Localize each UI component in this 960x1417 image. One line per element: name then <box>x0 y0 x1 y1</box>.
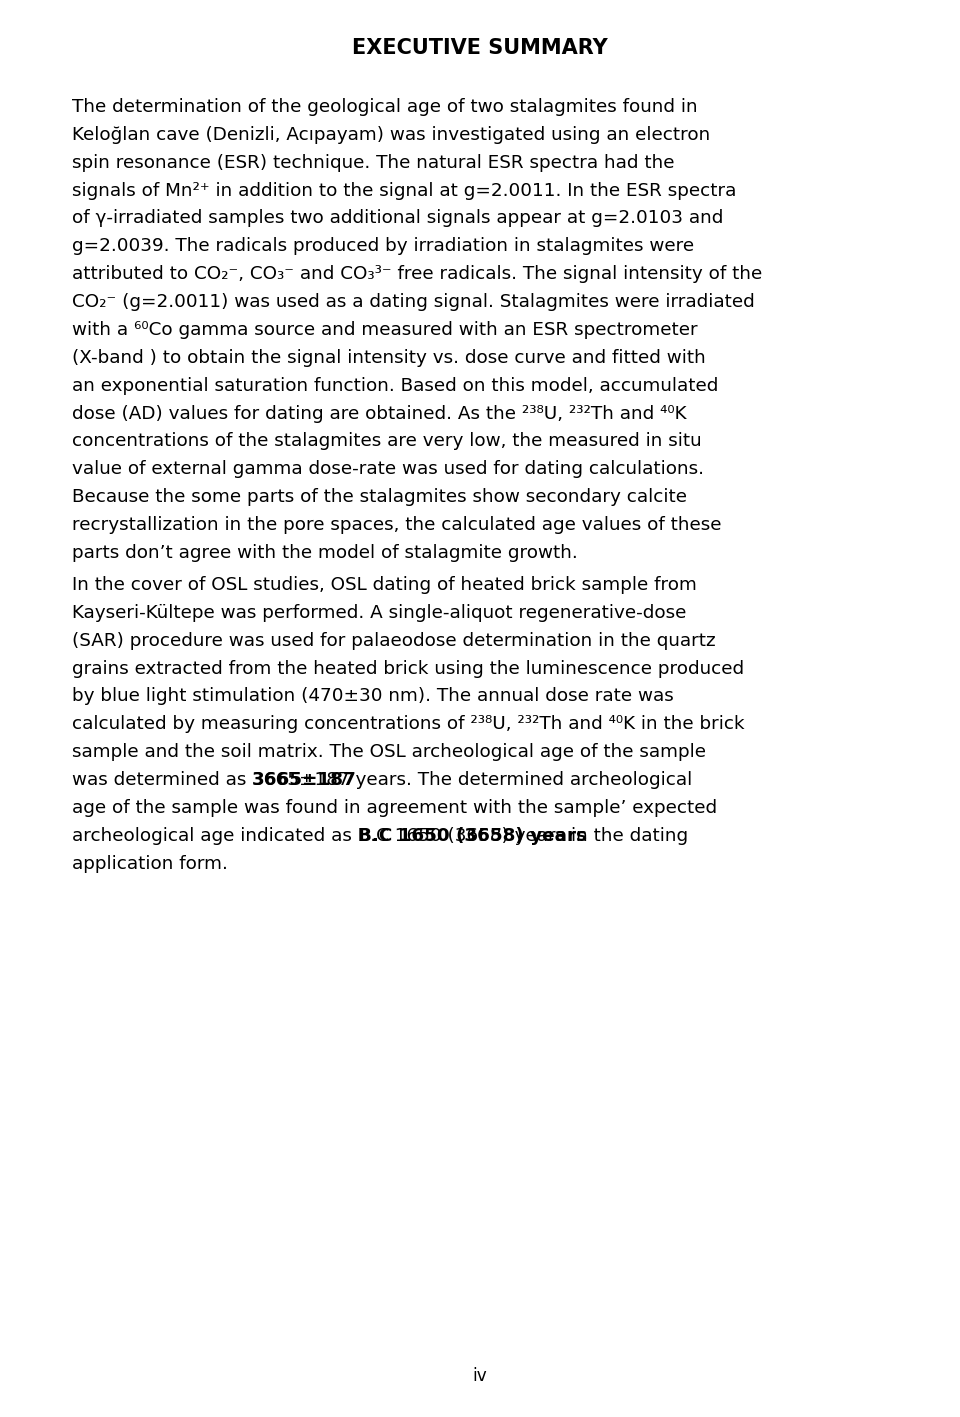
Text: concentrations of the stalagmites are very low, the measured in situ: concentrations of the stalagmites are ve… <box>72 432 702 451</box>
Text: EXECUTIVE SUMMARY: EXECUTIVE SUMMARY <box>352 38 608 58</box>
Text: parts don’t agree with the model of stalagmite growth.: parts don’t agree with the model of stal… <box>72 544 578 563</box>
Text: age of the sample was found in agreement with the sample’ expected: age of the sample was found in agreement… <box>72 799 717 816</box>
Text: value of external gamma dose-rate was used for dating calculations.: value of external gamma dose-rate was us… <box>72 461 704 479</box>
Text: calculated by measuring concentrations of ²³⁸U, ²³²Th and ⁴⁰K in the brick: calculated by measuring concentrations o… <box>72 716 745 733</box>
Text: with a ⁶⁰Co gamma source and measured with an ESR spectrometer: with a ⁶⁰Co gamma source and measured wi… <box>72 320 698 339</box>
Text: of γ-irradiated samples two additional signals appear at g=2.0103 and: of γ-irradiated samples two additional s… <box>72 210 724 228</box>
Text: The determination of the geological age of two stalagmites found in: The determination of the geological age … <box>72 98 698 116</box>
Text: sample and the soil matrix. The OSL archeological age of the sample: sample and the soil matrix. The OSL arch… <box>72 743 706 761</box>
Text: grains extracted from the heated brick using the luminescence produced: grains extracted from the heated brick u… <box>72 659 744 677</box>
Text: Kayseri-Kültepe was performed. A single-aliquot regenerative-dose: Kayseri-Kültepe was performed. A single-… <box>72 604 686 622</box>
Text: by blue light stimulation (470±30 nm). The annual dose rate was: by blue light stimulation (470±30 nm). T… <box>72 687 674 706</box>
Text: recrystallization in the pore spaces, the calculated age values of these: recrystallization in the pore spaces, th… <box>72 516 722 534</box>
Text: In the cover of OSL studies, OSL dating of heated brick sample from: In the cover of OSL studies, OSL dating … <box>72 575 697 594</box>
Text: CO₂⁻ (g=2.0011) was used as a dating signal. Stalagmites were irradiated: CO₂⁻ (g=2.0011) was used as a dating sig… <box>72 293 755 312</box>
Text: Because the some parts of the stalagmites show secondary calcite: Because the some parts of the stalagmite… <box>72 487 687 506</box>
Text: B.C 1650 (3658) years: B.C 1650 (3658) years <box>358 826 587 845</box>
Text: signals of Mn²⁺ in addition to the signal at g=2.0011. In the ESR spectra: signals of Mn²⁺ in addition to the signa… <box>72 181 736 200</box>
Text: 3665±187: 3665±187 <box>252 771 357 789</box>
Text: (X-band ) to obtain the signal intensity vs. dose curve and fitted with: (X-band ) to obtain the signal intensity… <box>72 349 706 367</box>
Text: an exponential saturation function. Based on this model, accumulated: an exponential saturation function. Base… <box>72 377 718 395</box>
Text: attributed to CO₂⁻, CO₃⁻ and CO₃³⁻ free radicals. The signal intensity of the: attributed to CO₂⁻, CO₃⁻ and CO₃³⁻ free … <box>72 265 762 283</box>
Text: Keloğlan cave (Denizli, Acıpayam) was investigated using an electron: Keloğlan cave (Denizli, Acıpayam) was in… <box>72 126 710 145</box>
Text: g=2.0039. The radicals produced by irradiation in stalagmites were: g=2.0039. The radicals produced by irrad… <box>72 237 694 255</box>
Text: (SAR) procedure was used for palaeodose determination in the quartz: (SAR) procedure was used for palaeodose … <box>72 632 715 649</box>
Text: spin resonance (ESR) technique. The natural ESR spectra had the: spin resonance (ESR) technique. The natu… <box>72 153 675 171</box>
Text: dose (AD) values for dating are obtained. As the ²³⁸U, ²³²Th and ⁴⁰K: dose (AD) values for dating are obtained… <box>72 404 686 422</box>
Text: iv: iv <box>472 1367 488 1384</box>
Text: archeological age indicated as B.C 1650 (3658) years in the dating: archeological age indicated as B.C 1650 … <box>72 826 688 845</box>
Text: application form.: application form. <box>72 854 228 873</box>
Text: was determined as 3665±187 years. The determined archeological: was determined as 3665±187 years. The de… <box>72 771 692 789</box>
